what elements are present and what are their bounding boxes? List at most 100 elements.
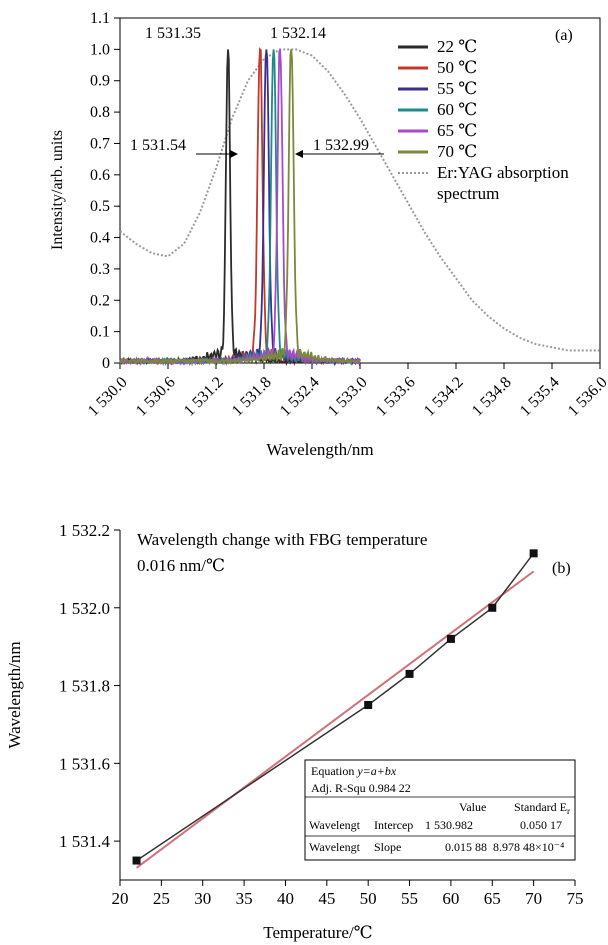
legend-label: 65 ℃ xyxy=(437,121,477,140)
spectrum-line-3 xyxy=(119,49,361,367)
x-tick-label: 1 534.2 xyxy=(421,374,467,420)
legend-label: 22 ℃ xyxy=(437,37,477,56)
legend-label: 70 ℃ xyxy=(437,142,477,161)
panel-a-legend: 22 ℃ 50 ℃ 55 ℃ 60 ℃ 65 ℃ 70 ℃ Er:YAG absorptio… xyxy=(398,37,569,203)
x-tick-label: 55 xyxy=(401,889,418,908)
spectrum-line-2 xyxy=(119,47,361,366)
data-point xyxy=(446,634,455,643)
fit-row-name: Wavelengt xyxy=(309,840,361,854)
x-tick-label: 1 534.8 xyxy=(469,374,515,420)
fit-equation-label: Equation y=a+bx xyxy=(311,764,397,778)
legend-label: spectrum xyxy=(437,184,499,203)
fit-row-value: 1 530.982 xyxy=(425,818,473,832)
x-tick-label: 1 535.4 xyxy=(517,374,563,420)
x-tick-label: 1 530.0 xyxy=(85,374,131,420)
x-tick-label: 1 536.0 xyxy=(565,374,608,420)
annotation-arrowhead-right xyxy=(295,150,303,158)
x-tick-label: 1 532.4 xyxy=(277,374,323,420)
data-point xyxy=(132,856,141,865)
y-tick-label: 0.7 xyxy=(90,135,110,152)
fit-col-value: Value xyxy=(459,800,486,814)
fit-col-std: Standard Er xyxy=(514,800,570,816)
fit-adj-r-label: Adj. R-Squ 0.984 22 xyxy=(311,781,411,795)
fit-row-err: 8.978 48×10⁻⁴ xyxy=(493,840,564,854)
y-tick-label: 1 531.6 xyxy=(59,754,110,773)
panel-b-ylabel: Wavelength/nm xyxy=(5,641,24,748)
annotation-peak-right: 1 532.14 xyxy=(270,25,326,42)
x-tick-label: 50 xyxy=(360,889,377,908)
annotation-arrowhead-left xyxy=(230,150,238,158)
data-point xyxy=(529,549,538,558)
y-tick-label: 0.1 xyxy=(90,324,110,341)
panel-b-chart: 1 531.4 1 531.6 1 531.8 1 532.0 1 532.2 20 25 3… xyxy=(5,521,584,942)
x-tick-label: 40 xyxy=(277,889,294,908)
panel-b-subtitle: 0.016 nm/℃ xyxy=(137,556,225,575)
x-tick-label: 1 533.6 xyxy=(373,374,419,420)
y-tick-label: 0.4 xyxy=(90,230,110,247)
annotation-peak-left: 1 531.35 xyxy=(145,25,201,42)
y-tick-label: 0.3 xyxy=(90,261,110,278)
fit-row-name: Wavelengt xyxy=(309,818,361,832)
spectrum-line-1 xyxy=(119,49,361,367)
panel-a-plot-frame xyxy=(119,17,601,364)
y-tick-label: 0.8 xyxy=(90,104,110,121)
panel-b-series xyxy=(132,549,538,869)
x-tick-label: 45 xyxy=(318,889,335,908)
panel-b-title: Wavelength change with FBG temperature xyxy=(137,530,427,549)
x-tick-label: 25 xyxy=(153,889,170,908)
y-tick-label: 0.9 xyxy=(90,73,110,90)
panel-a-ylabel: Intensity/arb. units xyxy=(49,130,66,250)
legend-label: 60 ℃ xyxy=(437,100,477,119)
legend-label: 50 ℃ xyxy=(437,58,477,77)
x-tick-label: 70 xyxy=(525,889,542,908)
panel-a-axes: 0 0.1 0.2 0.3 0.4 0.5 0.6 0.7 0.8 0.9 1.0 1.1 1 530.… xyxy=(85,10,608,420)
x-tick-label: 1 531.8 xyxy=(229,374,275,420)
x-tick-label: 30 xyxy=(194,889,211,908)
panel-b-axes: 1 531.4 1 531.6 1 531.8 1 532.0 1 532.2 20 25 3… xyxy=(59,521,584,908)
data-point xyxy=(488,603,497,612)
fit-line xyxy=(135,570,535,869)
x-tick-label: 1 531.2 xyxy=(181,374,227,420)
fit-row-param: Intercep xyxy=(374,818,413,832)
panel-b-label: (b) xyxy=(552,560,571,577)
x-tick-label: 1 530.6 xyxy=(133,374,179,420)
fit-row-err: 0.050 17 xyxy=(520,818,562,832)
panel-a-label: (a) xyxy=(555,27,573,44)
y-tick-label: 0.5 xyxy=(90,198,110,215)
x-tick-label: 1 533.0 xyxy=(325,374,371,420)
fit-row-value: 0.015 88 xyxy=(445,840,487,854)
spectrum-line-4 xyxy=(119,49,361,367)
legend-label: 55 ℃ xyxy=(437,79,477,98)
y-tick-label: 0.6 xyxy=(90,167,110,184)
y-tick-label: 1.0 xyxy=(90,41,110,58)
spectrum-line-6 xyxy=(119,49,361,367)
panel-a-series xyxy=(119,47,600,367)
x-tick-label: 60 xyxy=(442,889,459,908)
y-tick-label: 1 531.8 xyxy=(59,677,110,696)
panel-b-xlabel: Temperature/℃ xyxy=(263,923,372,942)
y-tick-label: 0 xyxy=(102,355,110,372)
y-tick-label: 1 532.0 xyxy=(59,599,110,618)
annotation-edge-right: 1 532.99 xyxy=(313,137,369,154)
x-tick-label: 75 xyxy=(567,889,584,908)
fit-row-param: Slope xyxy=(374,840,401,854)
legend-label: Er:YAG absorption xyxy=(437,163,569,182)
data-point xyxy=(364,701,373,709)
x-tick-label: 65 xyxy=(484,889,501,908)
spectrum-line-5 xyxy=(119,49,361,367)
data-point xyxy=(405,669,414,678)
data-line xyxy=(136,552,535,862)
fit-table-frame xyxy=(304,759,576,861)
absorption-spectrum-line xyxy=(119,48,600,352)
y-tick-label: 0.2 xyxy=(90,292,110,309)
y-tick-label: 1.1 xyxy=(90,10,110,27)
panel-a-xlabel: Wavelength/nm xyxy=(266,440,373,459)
x-tick-label: 35 xyxy=(236,889,253,908)
annotation-edge-left: 1 531.54 xyxy=(130,137,186,154)
y-tick-label: 1 531.4 xyxy=(59,832,111,851)
panel-a-chart: 0 0.1 0.2 0.3 0.4 0.5 0.6 0.7 0.8 0.9 1.0 1.1 1 530.… xyxy=(49,10,608,459)
fit-result-table: Equation y=a+bx Adj. R-Squ 0.984 22 Valu… xyxy=(304,759,576,861)
x-tick-label: 20 xyxy=(112,889,129,908)
y-tick-label: 1 532.2 xyxy=(59,521,110,540)
